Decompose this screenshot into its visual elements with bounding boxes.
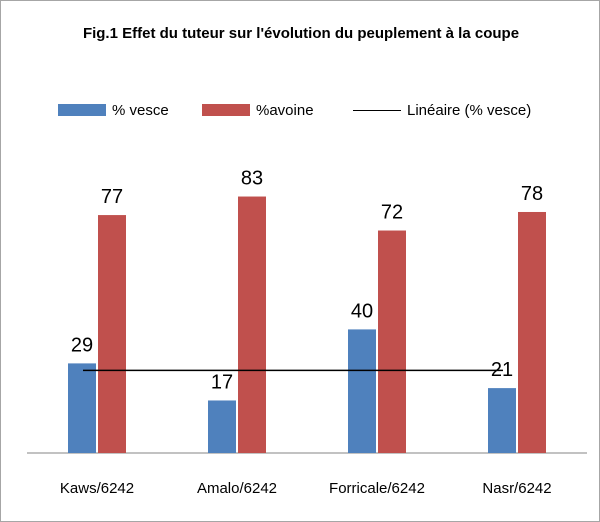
bar-avoine-1: [98, 215, 126, 453]
legend-item-avoine: %avoine: [202, 101, 314, 119]
data-label-vesce-3: 40: [351, 300, 373, 322]
data-label-avoine-4: 78: [521, 183, 543, 205]
bar-avoine-2: [238, 196, 266, 453]
bar-vesce-3: [348, 329, 376, 453]
legend-swatch-avoine: [202, 104, 250, 116]
legend-item-vesce: % vesce: [58, 101, 169, 119]
x-tick-label-4: Nasr/6242: [482, 480, 551, 497]
legend-item-trendline: Linéaire (% vesce): [353, 101, 532, 119]
x-tick-label-3: Forricale/6242: [329, 480, 425, 497]
data-label-avoine-3: 72: [381, 202, 403, 224]
data-label-avoine-1: 77: [101, 186, 123, 208]
bar-avoine-4: [518, 211, 546, 453]
data-label-vesce-2: 17: [211, 371, 233, 393]
data-label-avoine-2: 83: [241, 168, 263, 190]
bar-vesce-4: [488, 388, 516, 453]
x-tick-label-1: Kaws/6242: [60, 480, 134, 497]
chart-title: Fig.1 Effet du tuteur sur l'évolution du…: [82, 25, 520, 42]
bar-vesce-2: [208, 400, 236, 453]
legend-swatch-vesce: [58, 104, 106, 116]
legend-swatch-trendline: [353, 109, 401, 111]
legend-label-vesce: % vesce: [112, 101, 169, 119]
legend-label-trendline: Linéaire (% vesce): [407, 101, 532, 119]
x-tick-label-2: Amalo/6242: [197, 480, 277, 497]
bar-avoine-3: [378, 230, 406, 453]
data-label-vesce-1: 29: [71, 334, 93, 356]
legend-label-avoine: %avoine: [256, 101, 314, 119]
bar-vesce-1: [68, 363, 96, 453]
